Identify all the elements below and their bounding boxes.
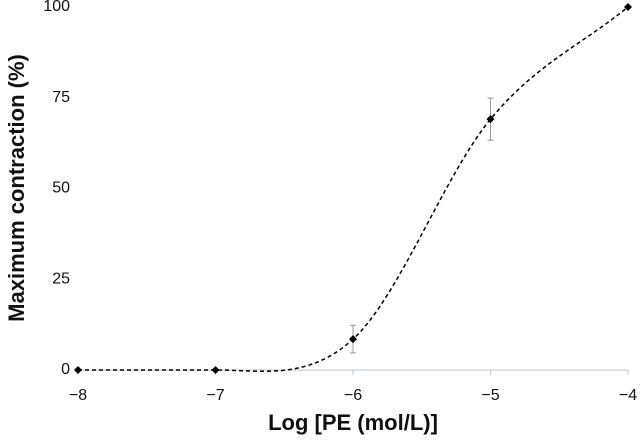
data-point (349, 335, 357, 344)
data-point (624, 3, 632, 11)
x-tick-label: −7 (206, 387, 224, 404)
y-tick-label: 0 (61, 361, 70, 378)
data-point (74, 366, 82, 374)
y-tick-label: 25 (52, 270, 70, 287)
x-axis-title: Log [PE (mol/L)] (268, 410, 438, 435)
data-point (211, 366, 220, 374)
y-tick-label: 50 (52, 180, 70, 197)
y-tick-label: 100 (43, 0, 70, 15)
x-tick-label: −4 (619, 387, 637, 404)
y-axis-title: Maximum contraction (%) (4, 54, 29, 322)
x-tick-label: −8 (69, 387, 87, 404)
x-tick-label: −5 (481, 387, 499, 404)
y-tick-label: 75 (52, 89, 70, 106)
data-point (486, 115, 495, 124)
x-tick-label: −6 (344, 387, 362, 404)
data-line (77, 6, 629, 373)
